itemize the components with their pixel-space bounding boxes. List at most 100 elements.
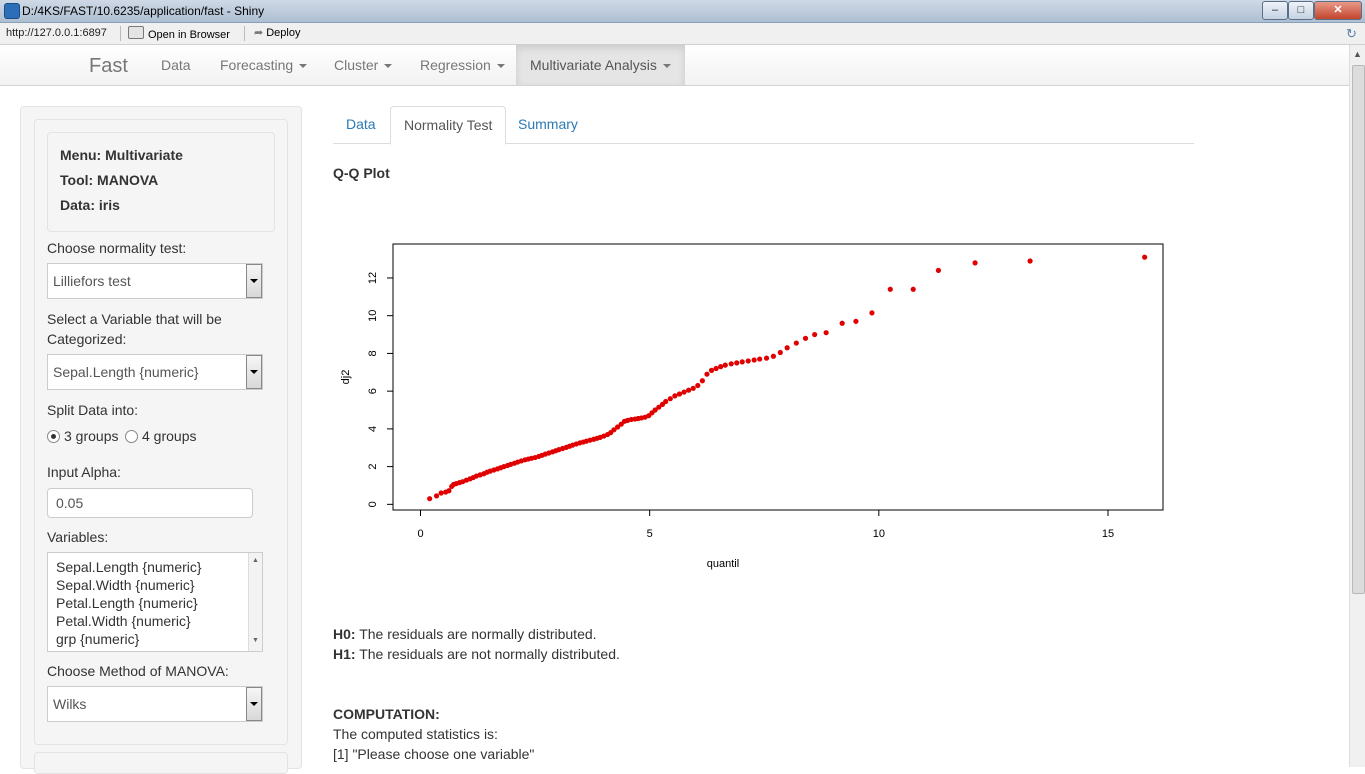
- split-data-label: Split Data into:: [47, 402, 139, 418]
- data-point: [869, 310, 875, 316]
- alpha-input[interactable]: 0.05: [47, 488, 253, 518]
- data-point: [1142, 254, 1148, 260]
- data-point: [935, 267, 942, 274]
- listbox-scrollbar[interactable]: ▲ ▼: [248, 553, 262, 651]
- plot-box: [392, 243, 1164, 511]
- data-point: [972, 260, 978, 266]
- sidebar-inner-well: Menu: Multivariate Tool: MANOVA Data: ir…: [34, 119, 288, 745]
- variables-label: Variables:: [47, 529, 109, 545]
- minimize-button[interactable]: –: [1262, 1, 1288, 20]
- toolbar-divider: [120, 26, 121, 41]
- y-tick-label: 2: [367, 464, 379, 470]
- nav-label: Regression: [420, 57, 491, 73]
- nav-regression[interactable]: Regression: [406, 45, 519, 85]
- radio-3-groups[interactable]: 3 groups: [47, 428, 118, 444]
- window-title-bar: D:/4KS/FAST/10.6235/application/fast - S…: [0, 0, 1365, 23]
- data-point: [656, 404, 662, 410]
- data-point: [713, 365, 719, 372]
- nav-multivariate-analysis[interactable]: Multivariate Analysis: [516, 45, 685, 85]
- dropdown-arrow-icon[interactable]: [246, 264, 262, 298]
- categorize-label-line2: Categorized:: [47, 331, 127, 347]
- x-tick-label: 10: [873, 528, 885, 540]
- data-point: [446, 488, 452, 494]
- data-point: [777, 349, 783, 356]
- toolbar-divider: [244, 26, 245, 41]
- scroll-up-icon[interactable]: ▲: [1353, 49, 1362, 59]
- categorize-variable-select[interactable]: Sepal.Length {numeric}: [47, 354, 263, 390]
- y-axis-label: dj2: [340, 370, 352, 385]
- radio-unselected-icon[interactable]: [125, 430, 138, 443]
- normality-test-value: Lilliefors test: [53, 273, 131, 289]
- scroll-up-icon[interactable]: ▲: [252, 557, 259, 564]
- data-point: [611, 427, 617, 433]
- data-point: [433, 493, 440, 499]
- data-point: [793, 340, 799, 346]
- data-point: [652, 407, 658, 413]
- data-point: [784, 345, 790, 351]
- h1-label: H1:: [333, 646, 356, 662]
- dropdown-arrow-icon[interactable]: [246, 687, 262, 721]
- deploy-icon: ➦: [254, 27, 264, 39]
- nav-cluster[interactable]: Cluster: [320, 45, 406, 85]
- data-point: [695, 382, 701, 389]
- computation-line2: [1] "Please choose one variable": [333, 746, 535, 762]
- data-point: [1027, 258, 1033, 264]
- data-point: [839, 320, 845, 326]
- computation-line1: The computed statistics is:: [333, 726, 498, 742]
- data-point: [887, 286, 893, 292]
- radio-selected-icon[interactable]: [47, 430, 60, 443]
- open-in-browser-label: Open in Browser: [148, 29, 230, 41]
- normality-test-select[interactable]: Lilliefors test: [47, 263, 263, 299]
- variables-listbox[interactable]: Sepal.Length {numeric} Sepal.Width {nume…: [47, 552, 263, 652]
- nav-label: Data: [161, 57, 191, 73]
- computation-heading: COMPUTATION:: [333, 706, 440, 722]
- nav-forecasting[interactable]: Forecasting: [206, 45, 321, 85]
- list-item[interactable]: Petal.Length {numeric}: [56, 595, 198, 611]
- deploy-button[interactable]: ➦ Deploy: [254, 26, 300, 39]
- radio-4-groups[interactable]: 4 groups: [125, 428, 196, 444]
- qq-plot: 0 5 10 15 0 2 4 6 8 10 12 quantil dj2: [340, 243, 1164, 570]
- manova-method-value: Wilks: [53, 696, 87, 712]
- y-tick-label: 8: [367, 350, 379, 356]
- refresh-icon[interactable]: ↻: [1346, 26, 1357, 41]
- scrollbar-thumb[interactable]: [1352, 65, 1365, 594]
- deploy-label: Deploy: [266, 27, 301, 39]
- maximize-button[interactable]: □: [1288, 1, 1314, 20]
- h1-text: The residuals are not normally distribut…: [355, 646, 620, 662]
- sidebar-lower-well: [34, 752, 288, 774]
- open-in-browser-button[interactable]: Open in Browser: [128, 26, 230, 41]
- data-point: [704, 371, 710, 377]
- nav-data[interactable]: Data: [147, 45, 205, 85]
- list-item[interactable]: grp {numeric}: [56, 631, 140, 647]
- x-tick-label: 5: [647, 528, 653, 540]
- data-point: [614, 424, 621, 430]
- list-item[interactable]: Sepal.Length {numeric}: [56, 559, 202, 575]
- brand[interactable]: Fast: [89, 55, 128, 77]
- data-point: [812, 331, 818, 338]
- manova-method-select[interactable]: Wilks: [47, 686, 263, 722]
- data-point: [728, 361, 734, 367]
- list-item[interactable]: Sepal.Width {numeric}: [56, 577, 195, 593]
- normality-test-label: Choose normality test:: [47, 240, 187, 256]
- info-menu: Menu: Multivariate: [60, 147, 183, 163]
- x-axis-label: quantil: [707, 558, 739, 570]
- info-box: Menu: Multivariate Tool: MANOVA Data: ir…: [47, 132, 275, 232]
- data-point: [910, 286, 916, 292]
- tab-normality-test[interactable]: Normality Test: [390, 106, 507, 145]
- list-item[interactable]: Petal.Width {numeric}: [56, 613, 191, 629]
- dropdown-arrow-icon[interactable]: [246, 355, 262, 389]
- scroll-down-icon[interactable]: ▼: [252, 637, 259, 644]
- data-point: [853, 318, 859, 324]
- h0-text: The residuals are normally distributed.: [355, 626, 597, 642]
- data-point: [739, 359, 745, 365]
- tab-data[interactable]: Data: [346, 116, 376, 132]
- tab-summary[interactable]: Summary: [518, 116, 578, 132]
- h0-label: H0:: [333, 626, 356, 642]
- page-scrollbar[interactable]: ▲: [1349, 45, 1365, 767]
- close-button[interactable]: ✕: [1314, 1, 1362, 20]
- viewer-toolbar: http://127.0.0.1:6897 Open in Browser ➦ D…: [0, 23, 1365, 45]
- y-tick-label: 12: [367, 272, 379, 284]
- data-point: [823, 330, 829, 336]
- data-point: [722, 362, 728, 368]
- caret-down-icon: [496, 64, 505, 68]
